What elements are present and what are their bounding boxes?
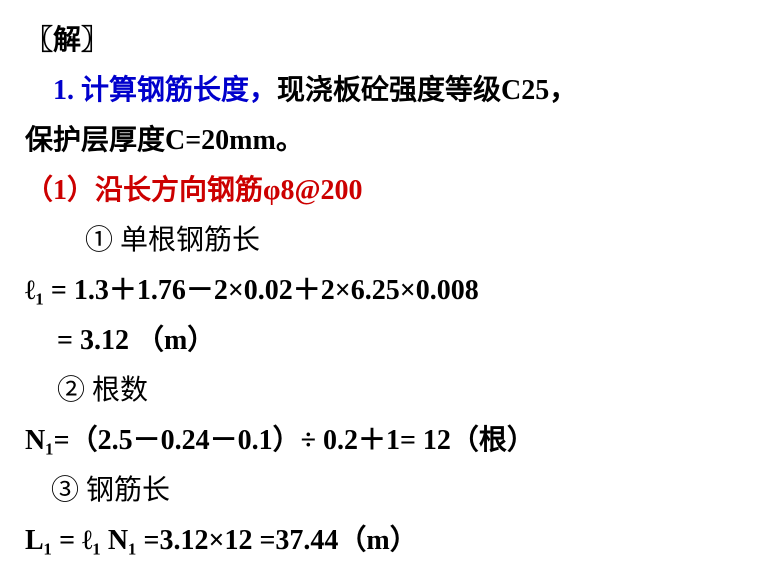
item1-label: ① 单根钢筋长 <box>25 220 735 262</box>
section1-line2: 保护层厚度C=20mm。 <box>25 120 735 162</box>
section1-line1: 1. 计算钢筋长度，现浇板砼强度等级C25， <box>25 70 735 112</box>
section1-suffix1: 现浇板砼强度等级C25， <box>277 75 577 106</box>
subsection1-label: （1）沿长方向钢筋φ8@200 <box>25 170 735 212</box>
formula3: L₁ = ℓ₁ N₁ =3.12×12 =37.44（m） <box>25 520 735 562</box>
formula1: ℓ₁ = 1.3＋1.76－2×0.02＋2×6.25×0.008 <box>25 270 735 312</box>
solution-header: 〖解〗 <box>25 20 735 62</box>
formula1-result: = 3.12 （m） <box>25 320 735 362</box>
item3-label: ③ 钢筋长 <box>25 470 735 512</box>
item2-label: ② 根数 <box>25 370 735 412</box>
formula2: N₁=（2.5－0.24－0.1）÷ 0.2＋1= 12（根） <box>25 420 735 462</box>
section1-prefix: 1. 计算钢筋长度， <box>53 75 277 106</box>
